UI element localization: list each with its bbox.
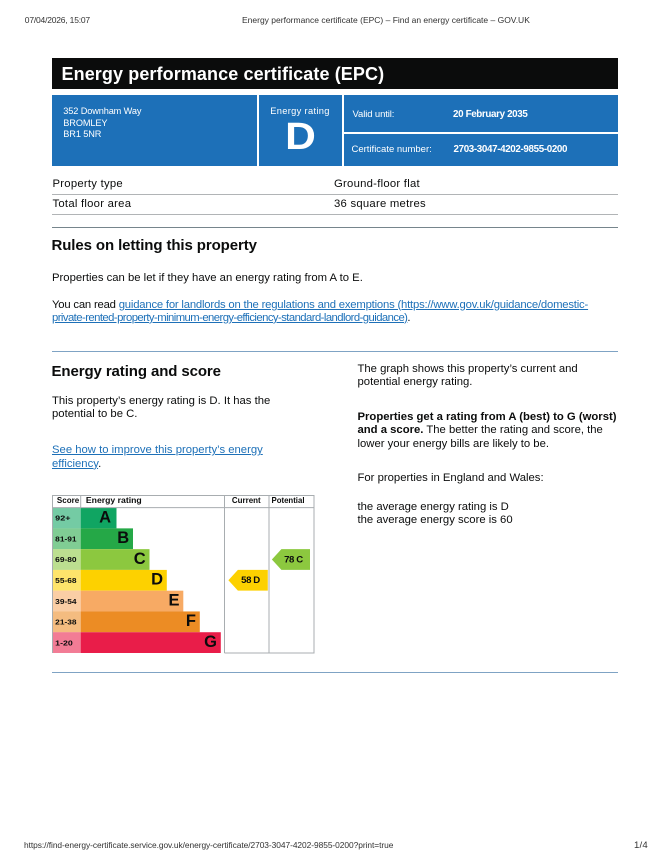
svg-text:39-54: 39-54: [55, 596, 77, 605]
svg-text:F: F: [185, 612, 195, 630]
svg-text:B: B: [117, 529, 129, 547]
svg-text:78 C: 78 C: [284, 554, 303, 565]
svg-text:Potential: Potential: [271, 495, 304, 505]
svg-text:21-38: 21-38: [55, 617, 76, 626]
svg-text:58 D: 58 D: [241, 575, 260, 586]
svg-text:A: A: [99, 508, 111, 526]
svg-text:Current: Current: [231, 495, 260, 505]
svg-text:81-91: 81-91: [55, 534, 76, 543]
svg-text:E: E: [168, 591, 179, 609]
svg-text:D: D: [151, 570, 163, 588]
svg-text:1-20: 1-20: [55, 638, 73, 647]
svg-text:55-68: 55-68: [55, 576, 76, 585]
svg-text:G: G: [204, 632, 217, 650]
svg-text:69-80: 69-80: [55, 555, 76, 564]
svg-text:92+: 92+: [55, 513, 71, 522]
svg-text:Energy rating: Energy rating: [85, 495, 141, 505]
svg-text:Score: Score: [56, 495, 79, 505]
svg-text:C: C: [133, 549, 145, 567]
